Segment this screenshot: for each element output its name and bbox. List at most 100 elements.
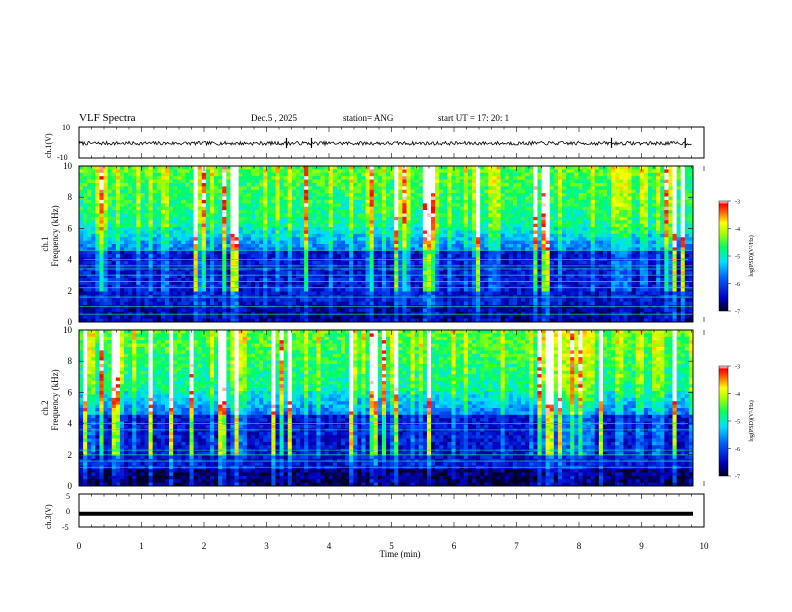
spectrogram-cell <box>381 182 387 187</box>
spectrogram-cell <box>152 277 158 282</box>
spectrogram-cell <box>91 166 96 170</box>
spectrogram-cell <box>410 169 416 174</box>
spectrogram-cell <box>103 203 109 208</box>
spectrogram-cell <box>361 308 366 313</box>
spectrogram-cell <box>361 182 366 187</box>
spectrogram-cell <box>390 301 395 306</box>
spectrogram-cell <box>353 288 358 292</box>
spectrogram-cell <box>234 203 240 208</box>
spectrogram-cell <box>209 199 215 204</box>
spectrogram-cell <box>345 172 350 177</box>
spectrogram-cell <box>222 179 227 184</box>
spectrogram-cell <box>201 189 207 194</box>
spectrogram-cell <box>488 308 493 313</box>
spectrogram-cell <box>484 284 489 289</box>
spectrogram-cell <box>115 244 121 248</box>
spectrogram-cell <box>488 216 493 221</box>
spectrogram-cell <box>402 301 407 306</box>
spectrogram-cell <box>455 315 461 320</box>
spectrogram-cell <box>115 264 121 269</box>
spectrogram-cell <box>500 260 506 265</box>
spectrogram-cell <box>169 210 174 214</box>
spectrogram-cell <box>181 288 186 292</box>
spectrogram-cell <box>345 274 350 279</box>
spectrogram-cell <box>324 277 330 282</box>
spectrogram-cell <box>83 277 88 282</box>
spectrogram-cell <box>480 264 485 269</box>
spectrogram-cell <box>447 240 452 245</box>
spectrogram-cell <box>488 193 493 197</box>
spectrogram-cell <box>312 311 317 316</box>
spectrogram-cell <box>496 240 502 245</box>
spectrogram-cell <box>291 223 297 228</box>
spectrogram-cell <box>250 172 256 177</box>
spectrogram-cell <box>390 169 395 174</box>
spectrogram-cell <box>91 233 96 238</box>
spectrogram-cell <box>418 244 424 248</box>
spectrogram-cell <box>484 233 489 238</box>
spectrogram-cell <box>160 189 166 194</box>
spectrogram-cell <box>250 277 256 282</box>
spectrogram-cell <box>83 220 88 225</box>
spectrogram-cell <box>300 176 305 180</box>
spectrogram-cell <box>197 271 203 275</box>
spectrogram-cell <box>79 298 84 303</box>
spectrogram-cell <box>124 223 129 228</box>
spectrogram-cell <box>410 281 416 286</box>
spectrogram-cell <box>304 264 309 269</box>
spectrogram-cell <box>353 318 358 323</box>
spectrogram-cell <box>234 301 240 306</box>
spectrogram-cell <box>328 203 334 208</box>
spectrogram-cell <box>205 237 211 242</box>
spectrogram-cell <box>365 264 371 269</box>
spectrogram-cell <box>426 216 432 221</box>
spectrogram-cell <box>308 227 313 231</box>
spectrogram-cell <box>447 216 452 221</box>
spectrogram-cell <box>414 260 420 265</box>
spectrogram-cell <box>459 247 465 252</box>
spectrogram-cell <box>463 166 469 170</box>
spectrogram-cell <box>476 271 481 275</box>
spectrogram-cell <box>218 203 223 208</box>
spectrogram-cell <box>275 301 280 306</box>
spectrogram-cell <box>336 260 342 265</box>
spectrogram-cell <box>95 244 100 248</box>
spectrogram-cell <box>316 176 321 180</box>
spectrogram-cell <box>246 247 252 252</box>
spectrogram-cell <box>361 244 366 248</box>
spectrogram-cell <box>300 260 305 265</box>
spectrogram-cell <box>214 288 219 292</box>
spectrogram-cell <box>353 169 358 174</box>
spectrogram-cell <box>226 311 231 316</box>
spectrogram-cell <box>336 203 342 208</box>
spectrogram-cell <box>357 182 362 187</box>
station-label: station= ANG <box>343 113 394 123</box>
spectrogram-cell <box>414 237 420 242</box>
spectrogram-cell <box>402 264 407 269</box>
spectrogram-cell <box>144 247 149 252</box>
spectrogram-cell <box>238 271 244 275</box>
spectrogram-cell <box>193 216 199 221</box>
spectrogram-cell <box>99 179 104 184</box>
spectrogram-cell <box>169 284 174 289</box>
spectrogram-cell <box>435 267 440 272</box>
spectrogram-cell <box>152 169 158 174</box>
spectrogram-cell <box>181 277 186 282</box>
spectrogram-cell <box>271 311 276 316</box>
spectrogram-cell <box>222 213 227 218</box>
spectrogram-cell <box>283 213 289 218</box>
spectrogram-cell <box>115 237 121 242</box>
spectrogram-cell <box>439 206 444 211</box>
spectrogram-cell <box>230 169 235 174</box>
spectrogram-cell <box>267 284 272 289</box>
spectrogram-cell <box>492 260 497 265</box>
spectrogram-cell <box>451 274 456 279</box>
spectrogram-cell <box>386 220 391 225</box>
spectrogram-cell <box>357 193 362 197</box>
spectrogram-cell <box>259 199 264 204</box>
spectrogram-cell <box>226 277 231 282</box>
spectrogram-cell <box>136 244 141 248</box>
spectrogram-cell <box>304 254 309 258</box>
spectrogram-cell <box>79 277 84 282</box>
spectrogram-cell <box>439 291 444 296</box>
